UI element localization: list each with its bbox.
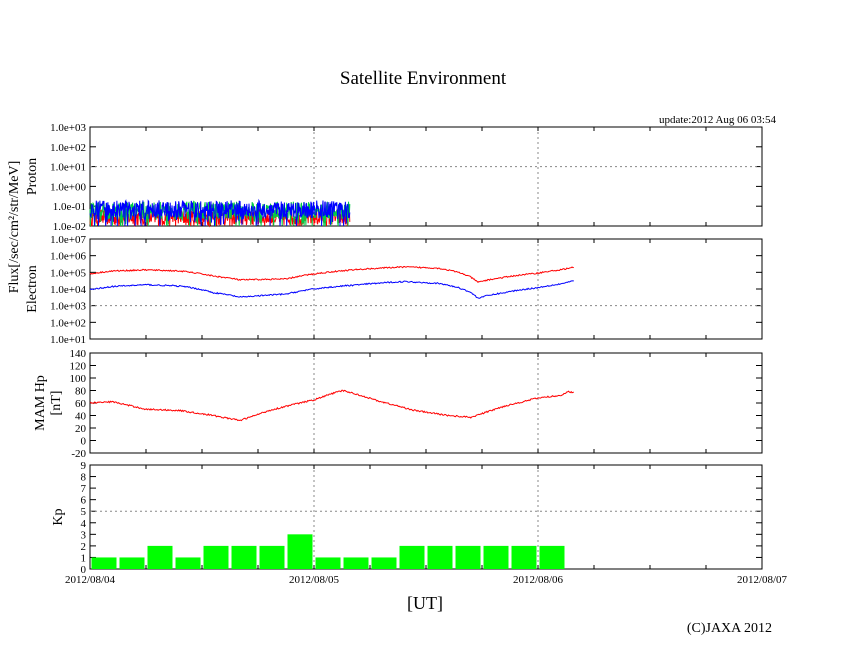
y-tick-label: 120	[70, 361, 87, 373]
update-timestamp: update:2012 Aug 06 03:54	[658, 114, 776, 126]
y-tick-label: 1	[81, 552, 87, 564]
series-line-proton-3	[89, 198, 351, 227]
y-tick-label: 1.0e-02	[53, 221, 86, 233]
kp-bar	[119, 557, 145, 569]
y-tick-label: 1.0e+01	[50, 334, 86, 346]
panel-proton: 1.0e-02 1.0e-01 1.0e+00 1.0e+01 1.0e+02 1.0e+…	[25, 122, 763, 233]
kp-bar	[147, 545, 173, 569]
y-tick-label: 3	[81, 529, 87, 541]
y-axis-label: Proton	[25, 158, 40, 195]
y-tick-label: 40	[75, 411, 87, 423]
x-tick-label: 2012/08/06	[513, 574, 564, 586]
y-tick-label: 1.0e+07	[50, 234, 86, 246]
y-tick-label: 1.0e+02	[50, 317, 86, 329]
kp-bar	[203, 545, 229, 569]
kp-bar	[511, 545, 537, 569]
y-tick-label: 1.0e+00	[50, 181, 86, 193]
y-tick-label: -20	[71, 448, 86, 460]
y-tick-label: 1.0e-01	[53, 201, 86, 213]
copyright-text: (C)JAXA 2012	[686, 621, 772, 636]
y-tick-label: 1.0e+02	[50, 142, 86, 154]
y-tick-label: 6	[81, 495, 87, 507]
flux-axis-label: Flux[/sec/cm²/str/MeV]	[7, 161, 22, 294]
chart-title: Satellite Environment	[339, 68, 507, 89]
kp-bar	[371, 557, 397, 569]
y-axis-label: Kp	[51, 508, 66, 525]
y-tick-label: 1.0e+01	[50, 162, 86, 174]
x-tick-label: 2012/08/05	[289, 574, 340, 586]
y-tick-label: 7	[81, 483, 87, 495]
y-tick-label: 1.0e+04	[50, 284, 86, 296]
y-tick-label: 1.0e+06	[50, 251, 86, 263]
y-tick-label: 1.0e+03	[50, 122, 86, 134]
y-tick-label: 0	[81, 564, 87, 576]
kp-bar	[231, 545, 257, 569]
x-tick-label: 2012/08/07	[737, 574, 788, 586]
kp-bar	[343, 557, 369, 569]
y-axis-label: MAM Hp	[33, 375, 48, 431]
kp-bar	[315, 557, 341, 569]
kp-bar	[483, 545, 509, 569]
kp-bar	[259, 545, 285, 569]
y-tick-label: 5	[81, 506, 87, 518]
y-tick-label: 9	[81, 460, 87, 472]
y-tick-label: 20	[75, 423, 87, 435]
series-line-electron-high	[89, 265, 574, 283]
y-axis-label-unit: [nT]	[49, 391, 64, 416]
series-line-electron-low	[89, 280, 574, 299]
y-tick-label: 140	[70, 348, 87, 360]
panel-electron: 1.0e+01 1.0e+02 1.0e+03 1.0e+04 1.0e+05 1.0e+…	[25, 234, 763, 346]
y-tick-label: 1.0e+03	[50, 301, 86, 313]
kp-bar	[427, 545, 453, 569]
kp-bar	[175, 557, 201, 569]
y-tick-label: 1.0e+05	[50, 267, 86, 279]
panel-frame	[89, 238, 763, 340]
y-tick-label: 8	[81, 472, 87, 484]
y-tick-label: 2	[81, 541, 87, 553]
kp-bar	[91, 557, 117, 569]
x-axis-label: [UT]	[407, 593, 443, 613]
series-line-MAM Hp	[89, 389, 574, 422]
y-tick-label: 0	[81, 436, 87, 448]
kp-bar	[287, 534, 313, 569]
kp-bar	[539, 545, 565, 569]
x-tick-label: 2012/08/04	[65, 574, 116, 586]
y-tick-label: 100	[70, 373, 87, 385]
kp-bar	[399, 545, 425, 569]
kp-bar	[455, 545, 481, 569]
y-tick-label: 80	[75, 386, 87, 398]
y-tick-label: 4	[81, 518, 87, 530]
y-axis-label: Electron	[25, 265, 40, 312]
panel-frame	[89, 352, 763, 454]
y-tick-label: 60	[75, 398, 87, 410]
panel-frame	[89, 464, 763, 570]
